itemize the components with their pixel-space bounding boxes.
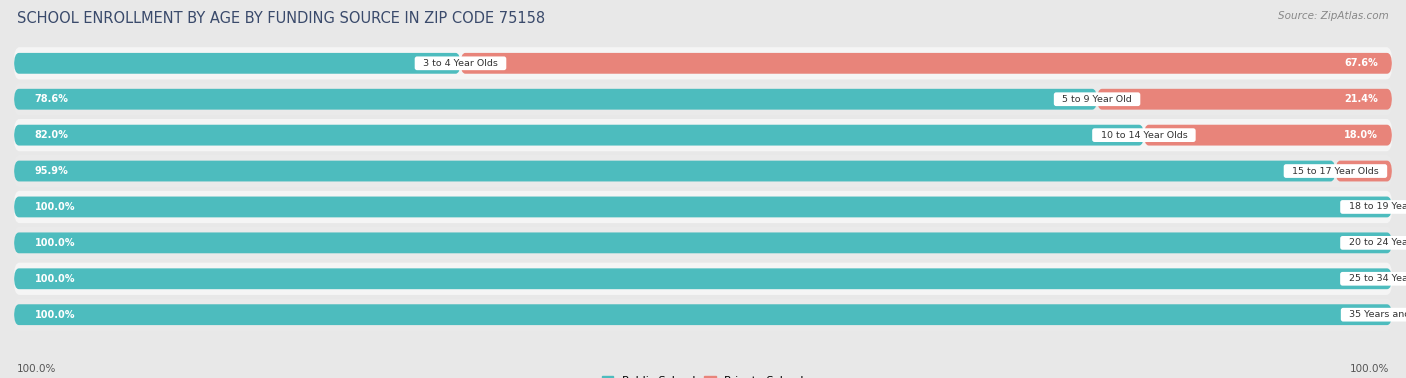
Text: 95.9%: 95.9%	[35, 166, 69, 176]
Text: 100.0%: 100.0%	[17, 364, 56, 374]
FancyBboxPatch shape	[14, 161, 1336, 181]
Text: SCHOOL ENROLLMENT BY AGE BY FUNDING SOURCE IN ZIP CODE 75158: SCHOOL ENROLLMENT BY AGE BY FUNDING SOUR…	[17, 11, 546, 26]
Text: 100.0%: 100.0%	[35, 238, 76, 248]
Text: 10 to 14 Year Olds: 10 to 14 Year Olds	[1094, 131, 1194, 139]
Text: 100.0%: 100.0%	[1350, 364, 1389, 374]
FancyBboxPatch shape	[14, 191, 1392, 223]
FancyBboxPatch shape	[461, 53, 1392, 74]
FancyBboxPatch shape	[14, 227, 1392, 259]
Text: 3 to 4 Year Olds: 3 to 4 Year Olds	[418, 59, 503, 68]
Legend: Public School, Private School: Public School, Private School	[598, 371, 808, 378]
FancyBboxPatch shape	[14, 263, 1392, 295]
FancyBboxPatch shape	[14, 89, 1097, 110]
Text: 18 to 19 Year Olds: 18 to 19 Year Olds	[1343, 203, 1406, 211]
Text: 67.6%: 67.6%	[1344, 58, 1378, 68]
Text: 21.4%: 21.4%	[1344, 94, 1378, 104]
FancyBboxPatch shape	[14, 155, 1392, 187]
Text: 15 to 17 Year Olds: 15 to 17 Year Olds	[1286, 167, 1385, 175]
FancyBboxPatch shape	[14, 197, 1392, 217]
Text: 100.0%: 100.0%	[35, 202, 76, 212]
Text: 100.0%: 100.0%	[35, 274, 76, 284]
Text: 82.0%: 82.0%	[35, 130, 69, 140]
FancyBboxPatch shape	[14, 83, 1392, 115]
FancyBboxPatch shape	[14, 268, 1392, 289]
Text: Source: ZipAtlas.com: Source: ZipAtlas.com	[1278, 11, 1389, 21]
FancyBboxPatch shape	[1336, 161, 1392, 181]
Text: 35 Years and over: 35 Years and over	[1343, 310, 1406, 319]
Text: 18.0%: 18.0%	[1344, 130, 1378, 140]
FancyBboxPatch shape	[14, 53, 461, 74]
FancyBboxPatch shape	[1097, 89, 1392, 110]
FancyBboxPatch shape	[14, 232, 1392, 253]
FancyBboxPatch shape	[14, 304, 1392, 325]
Text: 25 to 34 Year Olds: 25 to 34 Year Olds	[1343, 274, 1406, 283]
FancyBboxPatch shape	[1144, 125, 1392, 146]
Text: 78.6%: 78.6%	[35, 94, 69, 104]
FancyBboxPatch shape	[14, 119, 1392, 151]
FancyBboxPatch shape	[14, 299, 1392, 331]
Text: 100.0%: 100.0%	[35, 310, 76, 320]
FancyBboxPatch shape	[14, 125, 1144, 146]
Text: 32.4%: 32.4%	[416, 58, 447, 68]
FancyBboxPatch shape	[14, 47, 1392, 79]
Text: 20 to 24 Year Olds: 20 to 24 Year Olds	[1343, 239, 1406, 247]
Text: 5 to 9 Year Old: 5 to 9 Year Old	[1056, 95, 1137, 104]
